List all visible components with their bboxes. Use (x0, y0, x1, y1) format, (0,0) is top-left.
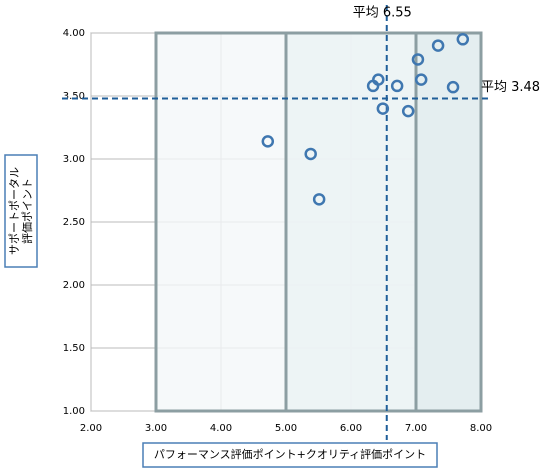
y-axis-label: サポートポータル (8, 167, 21, 255)
x-tick-label: 6.00 (340, 423, 362, 434)
x-tick-label: 5.00 (275, 423, 297, 434)
x-tick-label: 8.00 (470, 423, 492, 434)
x-tick-label: 4.00 (210, 423, 232, 434)
x-label-box (142, 442, 438, 468)
avg-x-label: 平均 6.55 (353, 6, 412, 21)
y-tick-label: 1.00 (63, 406, 85, 417)
y-tick-label: 4.00 (63, 28, 85, 39)
x-axis-label: パフォーマンス評価ポイント+クオリティ評価ポイント (154, 447, 426, 461)
y-tick-label: 2.00 (63, 280, 85, 291)
point (456, 33, 470, 46)
y-tick-label: 3.50 (63, 91, 85, 102)
point (376, 102, 390, 115)
point (304, 147, 317, 161)
point (401, 104, 415, 118)
point (261, 135, 275, 148)
point (414, 73, 428, 86)
y-tick-label: 1.50 (63, 343, 85, 354)
region (414, 31, 483, 413)
point (411, 53, 425, 66)
x-tick-label: 2.00 (80, 423, 102, 434)
y-axis-label: 評価ポイント (20, 178, 34, 244)
point (446, 80, 460, 94)
y-label-box (4, 154, 38, 268)
x-tick-label: 7.00 (405, 423, 427, 434)
avg-y-label: 平均 3.48 (481, 80, 540, 95)
point (390, 79, 404, 93)
point (312, 193, 326, 206)
point (372, 73, 385, 86)
point (431, 39, 445, 52)
x-tick-label: 3.00 (145, 423, 167, 434)
y-tick-label: 2.50 (63, 217, 85, 228)
y-tick-label: 3.00 (63, 154, 85, 165)
